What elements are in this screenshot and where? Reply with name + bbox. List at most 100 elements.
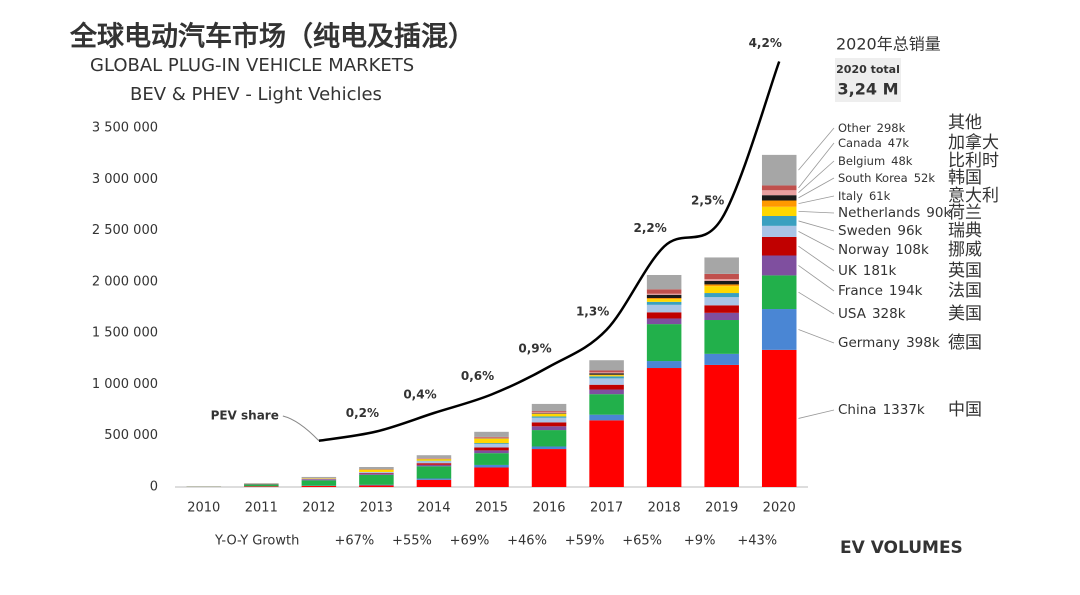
bar-segment — [359, 484, 394, 486]
bar-segment — [589, 360, 624, 371]
x-tick-label: 2018 — [648, 501, 681, 516]
growth-label: +55% — [392, 534, 432, 549]
bar-segment — [761, 275, 797, 310]
x-tick-label: 2012 — [302, 501, 335, 516]
bar-segment — [474, 443, 509, 445]
legend-name-cn: 德国 — [948, 333, 982, 353]
data-label: 194k — [889, 283, 923, 299]
bar-segment — [704, 293, 739, 298]
bar-segment — [646, 318, 682, 325]
leader-line — [798, 291, 835, 315]
x-tick-label: 2020 — [763, 501, 796, 516]
share-annotation: PEV share — [211, 409, 279, 423]
bar-segment — [244, 486, 279, 487]
growth-label: +59% — [565, 534, 605, 549]
bar-segment — [589, 389, 624, 395]
bar-segment — [704, 286, 739, 294]
leader-line — [798, 265, 835, 292]
legend-label: USA 328k — [838, 306, 906, 322]
legend-label: Canada 47k — [838, 136, 909, 150]
source-logo: EV VOLUMES — [840, 538, 963, 558]
bar-segment — [704, 353, 739, 365]
legend-label: Norway 108k — [838, 242, 929, 258]
bar-segment — [646, 368, 682, 487]
data-label: 398k — [906, 335, 940, 351]
legend-name-cn: 法国 — [948, 281, 982, 301]
bar-segment — [761, 236, 797, 256]
bar-segment — [474, 444, 509, 448]
bar-segment — [359, 474, 394, 485]
legend-name-cn: 英国 — [948, 261, 982, 281]
annotation-line — [282, 415, 320, 442]
legend-name: Germany — [838, 335, 900, 351]
leader-line — [798, 220, 835, 232]
bar-segment — [761, 255, 797, 276]
legend-name: USA — [838, 306, 867, 322]
bar-segment — [531, 413, 567, 414]
bar-segment — [531, 416, 567, 418]
legend-label: Italy 61k — [838, 189, 891, 203]
x-tick-label: 2013 — [360, 501, 393, 516]
data-label: 48k — [891, 154, 913, 168]
legend-name-cn: 比利时 — [948, 151, 999, 171]
data-label: 96k — [897, 223, 922, 239]
bar-segment — [646, 274, 682, 290]
legend-name: Belgium — [838, 154, 885, 168]
bar-segment — [589, 414, 624, 421]
growth-label: +65% — [622, 534, 662, 549]
bar-segment — [704, 364, 739, 487]
y-tick-label: 2 000 000 — [92, 274, 158, 289]
leader-line — [798, 210, 835, 214]
leader-line — [798, 409, 835, 419]
bar-segment — [589, 384, 624, 390]
data-label: 2,2% — [633, 221, 666, 235]
growth-label: +9% — [684, 534, 716, 549]
legend-name: Netherlands — [838, 205, 920, 221]
bar-segment — [359, 472, 394, 473]
legend-label: China 1337k — [838, 402, 925, 418]
bar-segment — [761, 206, 797, 217]
total-label: 2020 total — [836, 63, 900, 76]
legend-label: Belgium 48k — [838, 154, 913, 168]
bar-segment — [474, 467, 509, 487]
bar-segment — [531, 446, 567, 450]
y-tick-label: 1 000 000 — [92, 377, 158, 392]
y-tick-label: 0 — [150, 480, 158, 495]
bar-segment — [474, 453, 509, 465]
bar-segment — [589, 378, 624, 385]
bar-segment — [704, 273, 739, 280]
x-tick-label: 2011 — [245, 501, 278, 516]
bar-segment — [359, 485, 394, 487]
bar-segment — [416, 479, 452, 487]
bar-segment — [359, 469, 394, 473]
y-tick-label: 3 500 000 — [92, 121, 158, 136]
legend-name: China — [838, 402, 877, 418]
legend-name: Italy — [838, 189, 863, 203]
bar-segment — [301, 479, 337, 481]
y-tick-label: 500 000 — [104, 428, 158, 443]
bar-segment — [359, 473, 394, 475]
bar-segment — [704, 280, 739, 285]
bar-segment — [531, 412, 567, 414]
bar-segment — [646, 299, 682, 302]
data-label: 90k — [926, 205, 951, 221]
data-label: 328k — [872, 306, 906, 322]
legend-name-cn: 意大利 — [948, 186, 999, 206]
data-label: 47k — [888, 136, 910, 150]
bar-segment — [646, 304, 682, 313]
bar-segment — [474, 447, 509, 451]
leader-line — [798, 329, 835, 344]
leader-line — [798, 160, 835, 194]
bar-segment — [761, 195, 797, 201]
data-label: 52k — [914, 171, 936, 185]
bar-segment — [589, 376, 624, 379]
growth-label: +46% — [507, 534, 547, 549]
bar-segment — [531, 403, 567, 412]
bar-segment — [761, 216, 797, 226]
legend-name-cn: 荷兰 — [948, 203, 982, 223]
data-label: 1,3% — [576, 304, 609, 318]
bar-segment — [646, 361, 682, 369]
bar-segment — [416, 466, 452, 479]
bar-segment — [704, 257, 739, 274]
